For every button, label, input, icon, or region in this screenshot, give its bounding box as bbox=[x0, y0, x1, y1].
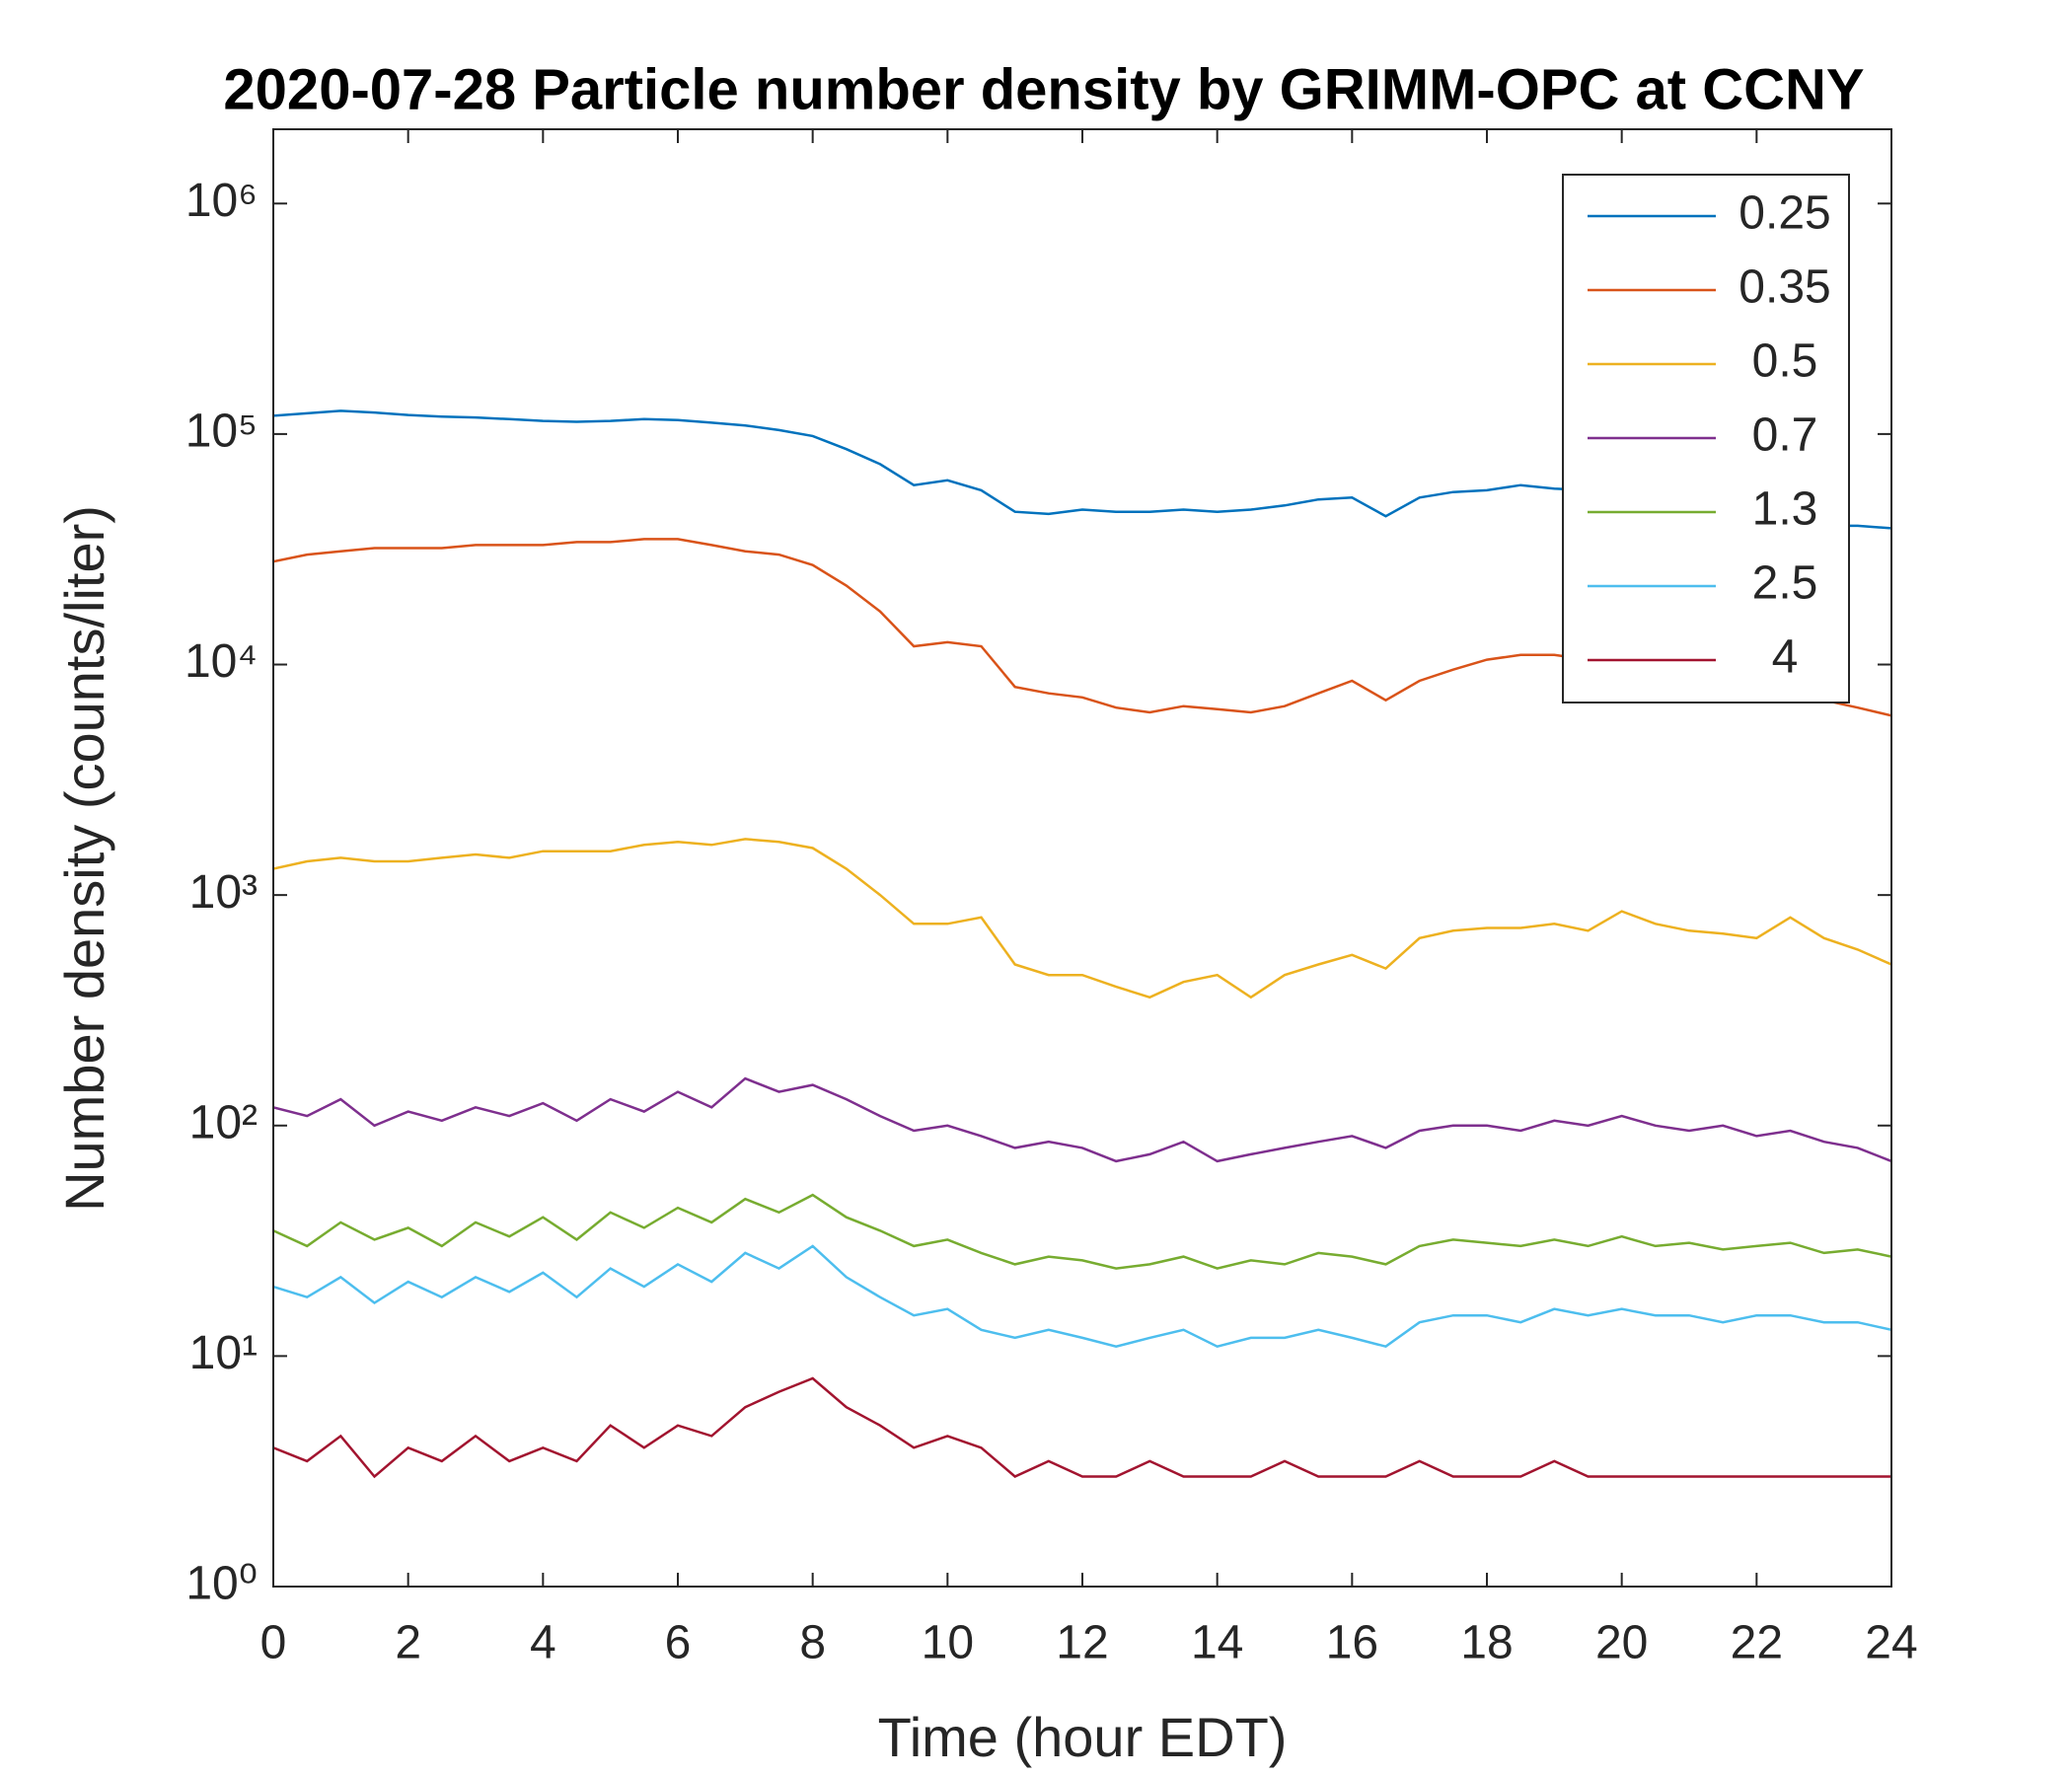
x-tick-label: 20 bbox=[1595, 1617, 1648, 1669]
series-line bbox=[273, 1076, 1891, 1163]
x-tick-label: 10 bbox=[922, 1617, 974, 1669]
legend-label: 0.5 bbox=[1752, 335, 1818, 388]
legend-label: 1.3 bbox=[1752, 483, 1818, 536]
y-tick-label: 10³ bbox=[189, 866, 258, 919]
x-tick-label: 12 bbox=[1056, 1617, 1108, 1669]
series-line bbox=[273, 1193, 1891, 1270]
x-tick-label: 14 bbox=[1191, 1617, 1243, 1669]
y-axis-label: Number density (counts/liter) bbox=[53, 505, 115, 1212]
series-line bbox=[273, 838, 1891, 999]
x-tick-label: 2 bbox=[395, 1617, 421, 1669]
y-tick-label: 10⁶ bbox=[185, 175, 258, 227]
series-line bbox=[273, 1376, 1891, 1479]
x-tick-label: 24 bbox=[1865, 1617, 1917, 1669]
x-tick-label: 16 bbox=[1326, 1617, 1378, 1669]
x-tick-label: 8 bbox=[799, 1617, 826, 1669]
x-tick-label: 0 bbox=[260, 1617, 287, 1669]
legend-label: 0.35 bbox=[1739, 261, 1830, 314]
y-tick-label: 10⁰ bbox=[185, 1558, 258, 1610]
x-tick-label: 22 bbox=[1731, 1617, 1783, 1669]
x-tick-label: 4 bbox=[530, 1617, 556, 1669]
y-tick-label: 10² bbox=[189, 1096, 258, 1148]
legend-label: 2.5 bbox=[1752, 557, 1818, 610]
series-line bbox=[273, 1244, 1891, 1349]
legend-label: 0.7 bbox=[1752, 409, 1818, 462]
x-tick-label: 18 bbox=[1460, 1617, 1513, 1669]
legend-label: 0.25 bbox=[1739, 187, 1830, 240]
y-tick-label: 10⁵ bbox=[185, 406, 258, 458]
x-tick-label: 6 bbox=[665, 1617, 692, 1669]
legend-label: 4 bbox=[1772, 631, 1799, 684]
chart-title: 2020-07-28 Particle number density by GR… bbox=[223, 57, 1864, 121]
y-tick-label: 10⁴ bbox=[185, 635, 258, 688]
y-tick-label: 10¹ bbox=[189, 1327, 258, 1379]
x-axis-label: Time (hour EDT) bbox=[878, 1706, 1288, 1768]
